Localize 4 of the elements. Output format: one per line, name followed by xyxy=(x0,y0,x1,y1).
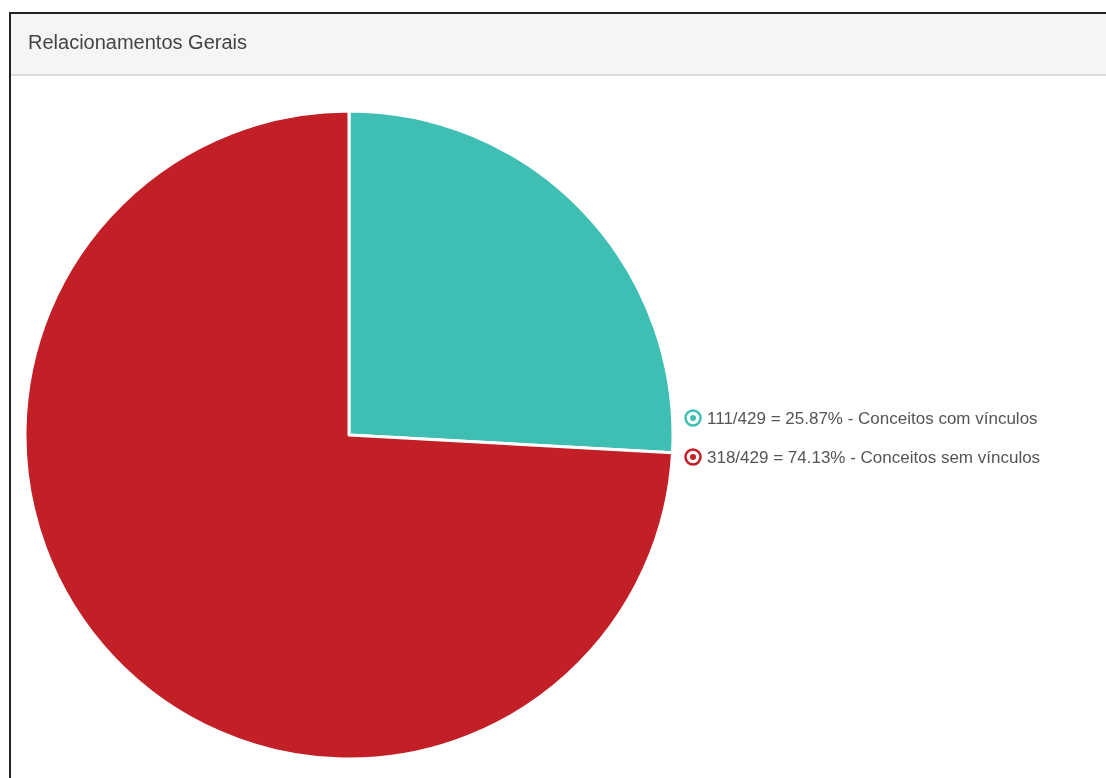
chart-title: Relacionamentos Gerais xyxy=(28,31,247,53)
legend-label: 111/429 = 25.87% - Conceitos com vínculos xyxy=(707,409,1038,428)
pie-slice xyxy=(23,109,675,761)
legend-label: 318/429 = 74.13% - Conceitos sem vínculos xyxy=(707,448,1041,467)
